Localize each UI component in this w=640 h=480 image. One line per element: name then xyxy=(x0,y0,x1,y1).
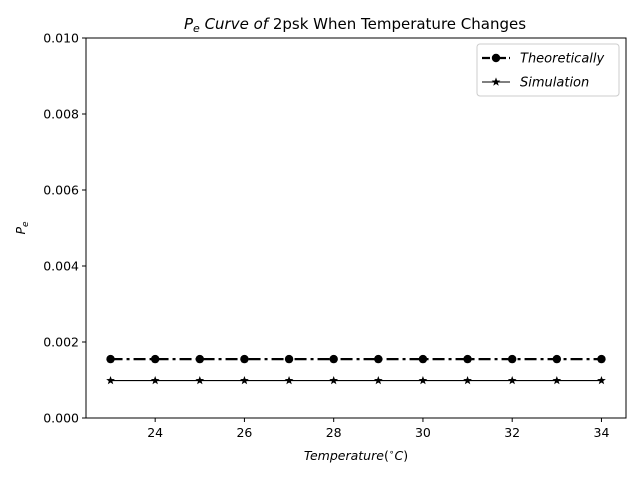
data-point-theoretically xyxy=(329,354,338,364)
xlabel-close: ) xyxy=(403,448,408,463)
data-point-theoretically xyxy=(463,354,472,364)
legend: Theoretically Simulation xyxy=(476,43,620,97)
x-axis-label: Temperature(∘C) xyxy=(304,448,408,463)
data-point-simulation xyxy=(418,375,428,385)
y-tick-label: 0.000 xyxy=(43,411,79,426)
ylabel-sub: e xyxy=(21,221,31,227)
y-axis: 0.000 0.002 0.004 0.006 0.008 0.010 xyxy=(43,31,86,426)
data-point-simulation xyxy=(552,375,562,385)
data-point-theoretically xyxy=(507,354,517,364)
y-tick-label: 0.006 xyxy=(43,183,79,198)
chart-title: Pe Curve of 2psk When Temperature Change… xyxy=(184,15,526,35)
data-point-theoretically xyxy=(150,354,160,364)
legend-marker xyxy=(491,77,501,86)
data-point-simulation xyxy=(150,375,160,385)
data-point-simulation xyxy=(106,375,115,385)
xlabel-degree: ∘ xyxy=(389,448,395,458)
xlabel-main: Temperature xyxy=(304,448,384,463)
x-tick-label: 30 xyxy=(415,425,431,440)
x-tick-label: 34 xyxy=(594,425,610,440)
title-prefix-sub: e xyxy=(193,22,200,35)
legend-label: Simulation xyxy=(520,76,589,91)
data-point-simulation xyxy=(240,375,249,385)
y-axis-label: Pe xyxy=(13,221,31,235)
y-tick-label: 0.010 xyxy=(43,31,79,46)
series-layer xyxy=(106,354,606,385)
data-point-simulation xyxy=(284,375,294,385)
title-rest: 2psk When Temperature Changes xyxy=(273,15,526,33)
data-point-simulation xyxy=(463,375,472,385)
y-tick-label: 0.002 xyxy=(43,335,79,350)
legend-label: Theoretically xyxy=(520,52,605,67)
x-tick-label: 32 xyxy=(504,425,520,440)
series-simulation xyxy=(106,375,606,385)
legend-box xyxy=(476,43,620,97)
data-point-theoretically xyxy=(106,354,115,364)
x-tick-label: 26 xyxy=(236,425,252,440)
data-point-theoretically xyxy=(597,354,606,364)
series-theoretically xyxy=(106,354,606,364)
y-tick-label: 0.008 xyxy=(43,107,79,122)
data-point-theoretically xyxy=(240,354,249,364)
data-point-simulation xyxy=(507,375,517,385)
x-tick-label: 24 xyxy=(147,425,163,440)
x-axis: 24 26 28 30 32 34 xyxy=(147,418,609,440)
data-point-theoretically xyxy=(374,354,383,364)
xlabel-open: ( xyxy=(384,448,389,463)
data-point-theoretically xyxy=(552,354,562,364)
data-point-theoretically xyxy=(418,354,428,364)
plot-frame xyxy=(85,37,627,419)
xlabel-unit: C xyxy=(394,448,403,463)
data-point-simulation xyxy=(373,375,383,385)
data-point-simulation xyxy=(195,375,205,385)
title-prefix: P xyxy=(184,15,194,33)
title-italic-part: Curve of xyxy=(200,15,273,33)
legend-item-simulation: Simulation xyxy=(482,76,589,91)
legend-marker xyxy=(491,53,501,63)
y-tick-label: 0.004 xyxy=(43,259,79,274)
data-point-simulation xyxy=(329,375,339,385)
data-point-theoretically xyxy=(195,354,205,364)
data-point-simulation xyxy=(597,375,606,385)
data-point-theoretically xyxy=(284,354,294,364)
x-tick-label: 28 xyxy=(326,425,342,440)
legend-item-theoretically: Theoretically xyxy=(482,52,605,67)
ylabel-main: P xyxy=(13,227,28,235)
